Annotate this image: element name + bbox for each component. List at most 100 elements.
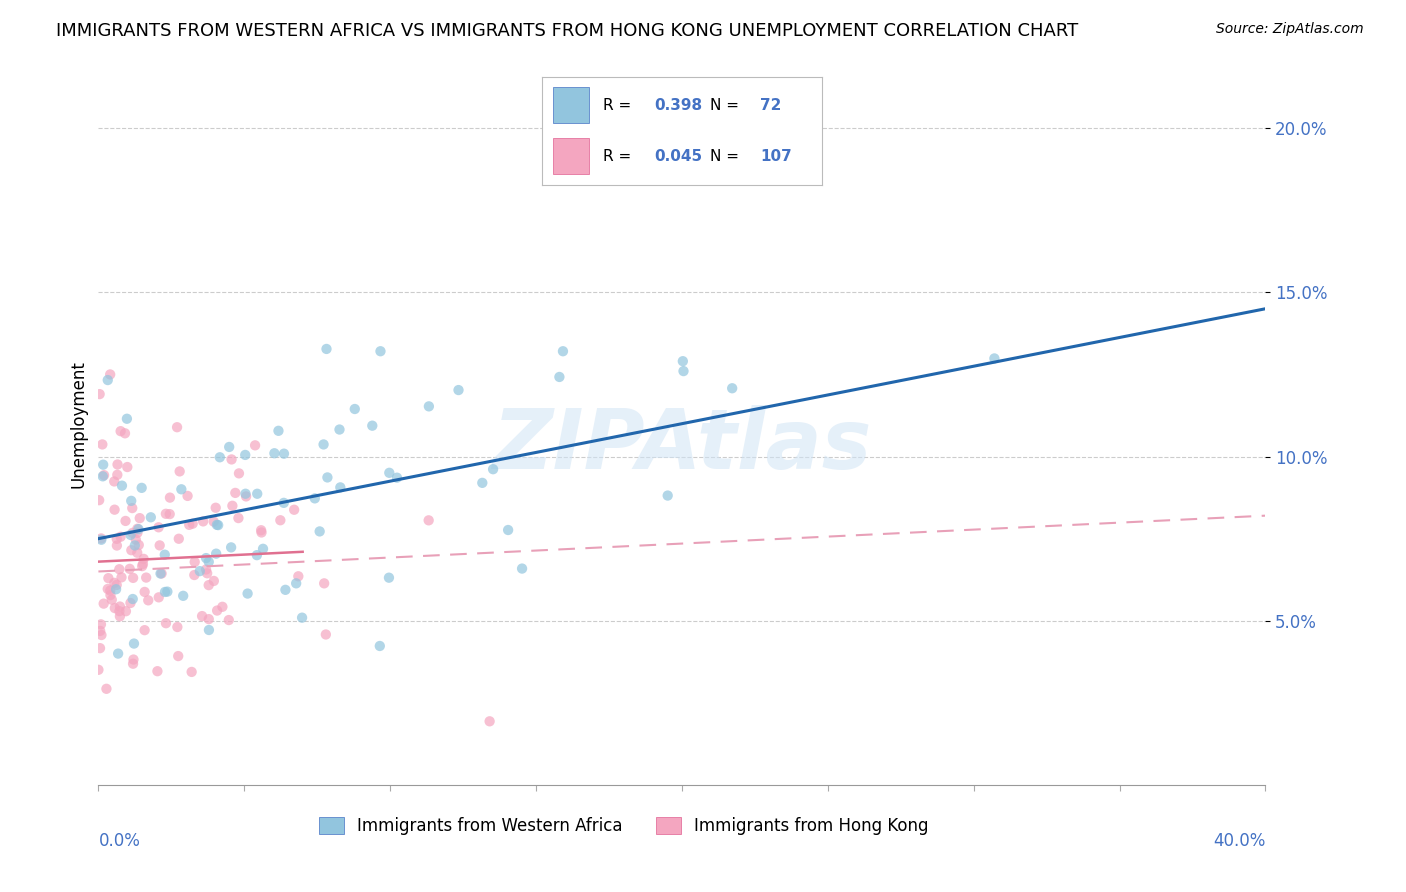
Point (228, 511, 250, 525)
Y-axis label: Unemployment: Unemployment (69, 359, 87, 488)
Point (114, 426, 136, 441)
Point (134, 585, 156, 599)
Point (146, 664, 169, 678)
Point (120, 543, 142, 558)
Point (166, 620, 188, 634)
Point (122, 657, 145, 671)
Point (91, 437, 114, 451)
Point (89, 493, 111, 508)
Point (233, 448, 256, 462)
Point (159, 491, 181, 505)
Point (139, 510, 162, 524)
Point (111, 478, 134, 492)
Point (329, 480, 352, 494)
Point (103, 475, 125, 489)
Point (721, 381, 744, 395)
Point (205, 517, 228, 532)
Point (131, 559, 153, 574)
Point (273, 496, 295, 510)
Point (97, 582, 120, 596)
Point (148, 591, 170, 605)
Point (267, 424, 290, 438)
Point (252, 541, 274, 556)
Point (167, 649, 190, 664)
Point (117, 460, 139, 475)
Point (418, 400, 440, 414)
Point (482, 462, 505, 476)
Point (191, 515, 214, 529)
Point (243, 438, 266, 452)
Point (180, 665, 202, 679)
Point (471, 475, 494, 490)
Point (274, 582, 297, 597)
Point (183, 555, 205, 569)
Point (418, 513, 440, 527)
Point (169, 464, 191, 478)
Point (91, 469, 114, 483)
Point (105, 467, 128, 482)
Point (166, 420, 188, 434)
Point (98, 583, 121, 598)
Point (205, 603, 228, 617)
Point (205, 547, 228, 561)
Point (93, 468, 115, 483)
Point (551, 344, 574, 359)
Point (128, 538, 150, 552)
Point (120, 493, 142, 508)
Point (93, 597, 115, 611)
Point (134, 623, 156, 637)
Point (124, 538, 146, 552)
Point (202, 515, 225, 529)
Point (105, 578, 128, 592)
Point (385, 471, 408, 485)
Point (149, 538, 172, 552)
Point (191, 609, 214, 624)
Point (132, 552, 155, 566)
Point (127, 522, 149, 536)
Text: 0.0%: 0.0% (98, 832, 141, 850)
Point (105, 582, 128, 597)
Point (97, 373, 120, 387)
Point (188, 564, 211, 578)
Point (155, 507, 177, 521)
Point (361, 418, 384, 433)
Point (208, 450, 231, 465)
Point (235, 487, 257, 501)
Point (121, 592, 143, 607)
Point (273, 447, 295, 461)
Point (250, 525, 273, 540)
Point (132, 557, 155, 571)
Point (170, 483, 193, 497)
Point (195, 551, 218, 566)
Point (291, 610, 314, 624)
Point (246, 548, 269, 562)
Point (115, 411, 138, 425)
Point (308, 524, 330, 539)
Point (131, 481, 153, 495)
Point (90, 532, 112, 546)
Point (89, 624, 111, 638)
Text: IMMIGRANTS FROM WESTERN AFRICA VS IMMIGRANTS FROM HONG KONG UNEMPLOYMENT CORRELA: IMMIGRANTS FROM WESTERN AFRICA VS IMMIGR… (56, 22, 1078, 40)
Point (269, 513, 291, 527)
Text: 40.0%: 40.0% (1213, 832, 1265, 850)
Point (127, 522, 149, 536)
Point (207, 518, 229, 533)
Point (121, 525, 143, 540)
Point (228, 467, 250, 481)
Point (128, 511, 150, 525)
Legend: Immigrants from Western Africa, Immigrants from Hong Kong: Immigrants from Western Africa, Immigran… (312, 810, 935, 842)
Point (496, 523, 519, 537)
Point (148, 520, 170, 534)
Point (183, 568, 205, 582)
Point (96, 681, 118, 696)
Point (90, 628, 112, 642)
Point (314, 576, 336, 591)
Point (153, 585, 176, 599)
Point (250, 523, 273, 537)
Point (197, 555, 219, 569)
Point (91, 458, 114, 472)
Point (125, 533, 148, 547)
Point (98, 368, 121, 382)
Point (672, 364, 695, 378)
Point (478, 714, 501, 729)
